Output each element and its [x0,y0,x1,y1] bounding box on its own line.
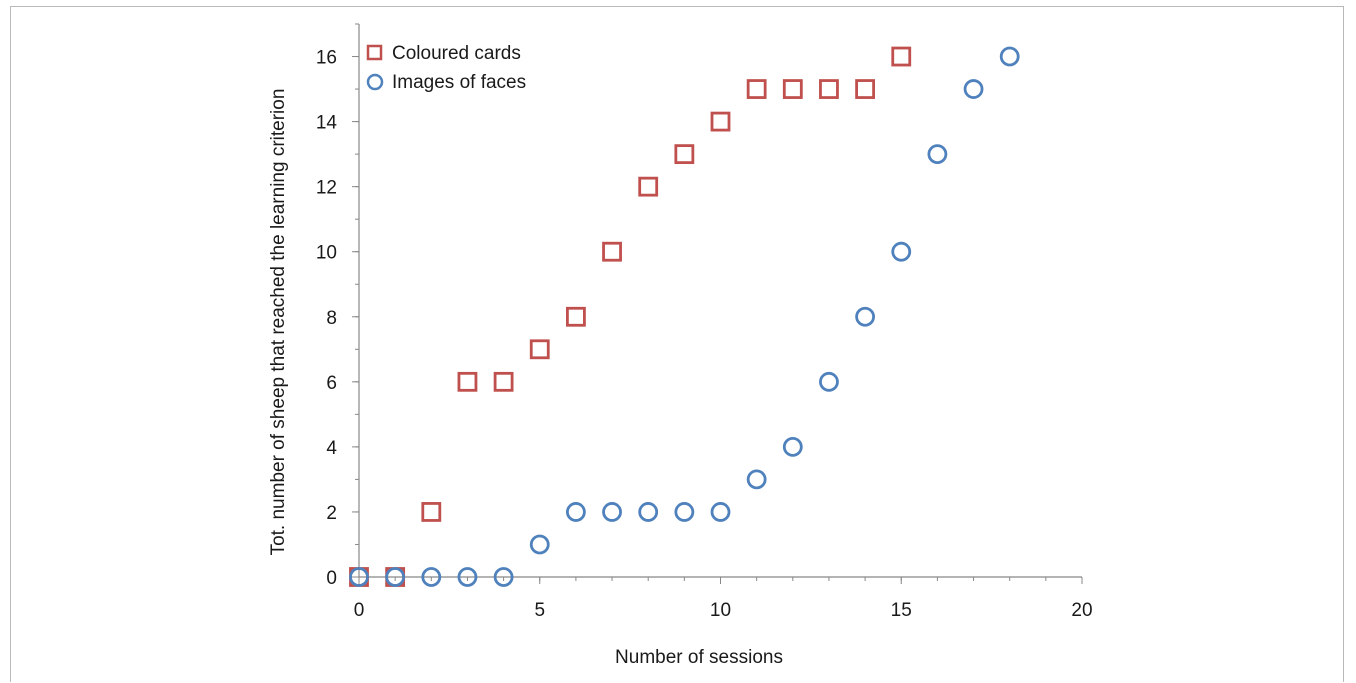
x-tick-label: 0 [354,600,365,621]
data-point-circle [674,502,695,522]
data-point-square [493,371,514,392]
data-point-circle [782,436,803,457]
data-point-square [746,79,767,99]
x-tick-label: 5 [534,600,545,621]
data-point-circle [602,502,622,522]
x-tick-label: 10 [710,600,731,621]
y-axis-title: Tot. number of sheep that reached the le… [268,89,289,556]
data-point-square [457,371,478,392]
data-point-square [782,79,803,99]
legend: Coloured cards Images of faces [366,43,526,93]
data-point-circle [421,567,442,587]
legend-marker-coloured-cards [366,44,383,61]
legend-label-images-of-faces: Images of faces [392,72,526,93]
data-point-square [529,339,550,360]
y-tick-label: 6 [326,373,337,394]
y-tick-label: 0 [326,568,337,589]
legend-marker-images-of-faces [366,73,384,91]
legend-label-coloured-cards: Coloured cards [392,43,521,64]
series-1 [349,46,1020,587]
data-point-circle [638,502,659,522]
data-point-square [819,79,839,99]
data-point-circle [927,144,948,165]
data-point-square [566,306,586,327]
chart-frame [10,6,1344,682]
data-point-square [710,111,731,132]
y-tick-label: 8 [326,308,337,329]
data-point-circle [999,46,1020,67]
data-point-square [855,79,875,99]
data-point-square [421,502,442,522]
data-point-circle [349,567,369,587]
data-point-circle [566,502,586,522]
data-point-square [891,46,912,67]
ticks: 0 5 10 15 20 0 2 4 6 8 10 12 14 16 [316,23,1093,621]
data-marks [349,46,1020,587]
y-tick-label: 4 [326,438,337,459]
data-point-square [602,241,622,262]
data-point-square [638,176,659,197]
x-axis-title: Number of sessions [615,647,783,668]
x-tick-label: 15 [891,600,912,621]
y-tick-label: 16 [316,48,337,69]
y-tick-label: 10 [316,243,337,264]
data-point-square [674,144,695,165]
data-point-circle [385,567,406,587]
data-point-circle [746,469,767,490]
axes [358,24,1082,578]
data-point-circle [457,567,478,587]
data-point-circle [891,241,912,262]
data-point-circle [855,306,875,327]
data-point-circle [963,79,984,99]
y-tick-label: 12 [316,178,337,199]
data-point-circle [819,371,839,392]
series-0 [349,46,912,587]
x-tick-label: 20 [1071,600,1092,621]
data-point-circle [493,567,514,587]
data-point-circle [529,534,550,555]
data-point-circle [710,502,731,522]
y-tick-label: 2 [326,503,337,524]
y-tick-label: 14 [316,113,338,134]
